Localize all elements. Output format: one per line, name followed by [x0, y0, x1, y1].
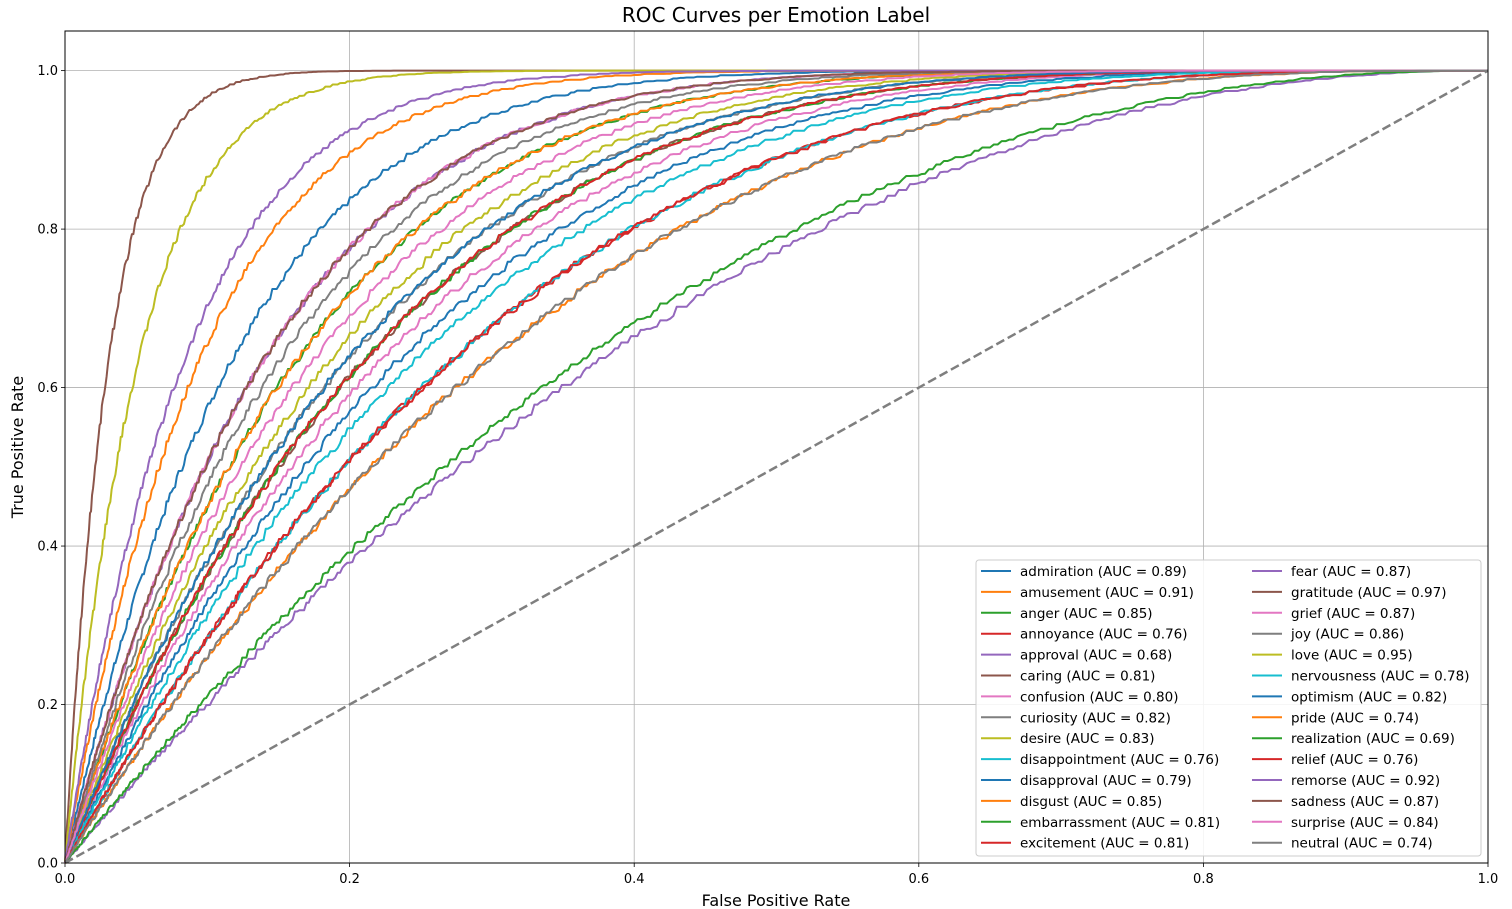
legend-label: desire (AUC = 0.83): [1020, 731, 1155, 747]
plot-frame: [64, 30, 1489, 864]
legend-label: remorse (AUC = 0.92): [1291, 773, 1440, 789]
legend-label: disappointment (AUC = 0.76): [1020, 752, 1219, 768]
legend-label: admiration (AUC = 0.89): [1020, 564, 1187, 580]
roc-curve-22: [64, 69, 1488, 864]
legend-label: pride (AUC = 0.74): [1291, 710, 1419, 726]
legend-label: surprise (AUC = 0.84): [1291, 815, 1439, 831]
legend-label: sadness (AUC = 0.87): [1291, 794, 1439, 810]
legend-label: embarrassment (AUC = 0.81): [1020, 815, 1220, 831]
x-tick-label: 0.4: [624, 872, 645, 887]
legend-label: realization (AUC = 0.69): [1291, 731, 1455, 747]
x-tick-label: 1.0: [1478, 872, 1499, 887]
legend-label: disapproval (AUC = 0.79): [1020, 773, 1192, 789]
y-tick-label: 0.0: [37, 857, 58, 872]
roc-curve-4: [64, 69, 1488, 864]
y-tick-label: 0.4: [37, 540, 58, 555]
legend-label: annoyance (AUC = 0.76): [1020, 627, 1188, 643]
legend-label: gratitude (AUC = 0.97): [1291, 585, 1446, 601]
y-tick-label: 0.6: [37, 381, 58, 396]
x-tick-label: 0.2: [339, 872, 360, 887]
legend-label: confusion (AUC = 0.80): [1020, 689, 1178, 705]
legend-label: caring (AUC = 0.81): [1020, 669, 1155, 685]
legend-box: [975, 559, 1482, 857]
roc-curve-19: [64, 69, 1488, 864]
chart-title: ROC Curves per Emotion Label: [622, 3, 930, 27]
y-tick-label: 1.0: [37, 64, 58, 79]
x-axis-label: False Positive Rate: [702, 891, 851, 909]
legend-label: neutral (AUC = 0.74): [1291, 836, 1433, 852]
legend-label: anger (AUC = 0.85): [1020, 606, 1153, 622]
x-tick-label: 0.8: [1193, 872, 1214, 887]
axis-ticks: 0.0 0.2 0.4 0.6 0.8 1.0 0.0 0.2 0.4 0.6 0.8 1.0: [37, 64, 1498, 887]
legend: admiration (AUC = 0.89) amusement (AUC = …: [975, 559, 1482, 857]
y-axis-label: True Positive Rate: [8, 376, 27, 520]
legend-label: joy (AUC = 0.86): [1290, 627, 1404, 643]
diagonal-baseline: [64, 69, 1489, 865]
legend-label: excitement (AUC = 0.81): [1020, 836, 1189, 852]
legend-label: approval (AUC = 0.68): [1020, 648, 1172, 664]
roc-curve-10: [64, 69, 1488, 864]
legend-label: fear (AUC = 0.87): [1291, 564, 1411, 580]
roc-curve-26: [64, 69, 1488, 864]
legend-label: nervousness (AUC = 0.78): [1291, 669, 1470, 685]
legend-label: love (AUC = 0.95): [1291, 648, 1413, 664]
baseline-line: [64, 69, 1489, 865]
legend-label: grief (AUC = 0.87): [1291, 606, 1415, 622]
y-tick-label: 0.2: [37, 698, 58, 713]
legend-label: amusement (AUC = 0.91): [1020, 585, 1194, 601]
legend-label: disgust (AUC = 0.85): [1020, 794, 1162, 810]
x-tick-label: 0.0: [55, 872, 76, 887]
roc-curve-23: [64, 69, 1488, 864]
legend-label: optimism (AUC = 0.82): [1291, 689, 1447, 705]
x-tick-label: 0.6: [908, 872, 929, 887]
roc-curve-27: [64, 69, 1488, 864]
legend-label: curiosity (AUC = 0.82): [1020, 710, 1171, 726]
legend-label: relief (AUC = 0.76): [1291, 752, 1418, 768]
y-tick-label: 0.8: [37, 223, 58, 238]
roc-curves: [64, 69, 1488, 864]
